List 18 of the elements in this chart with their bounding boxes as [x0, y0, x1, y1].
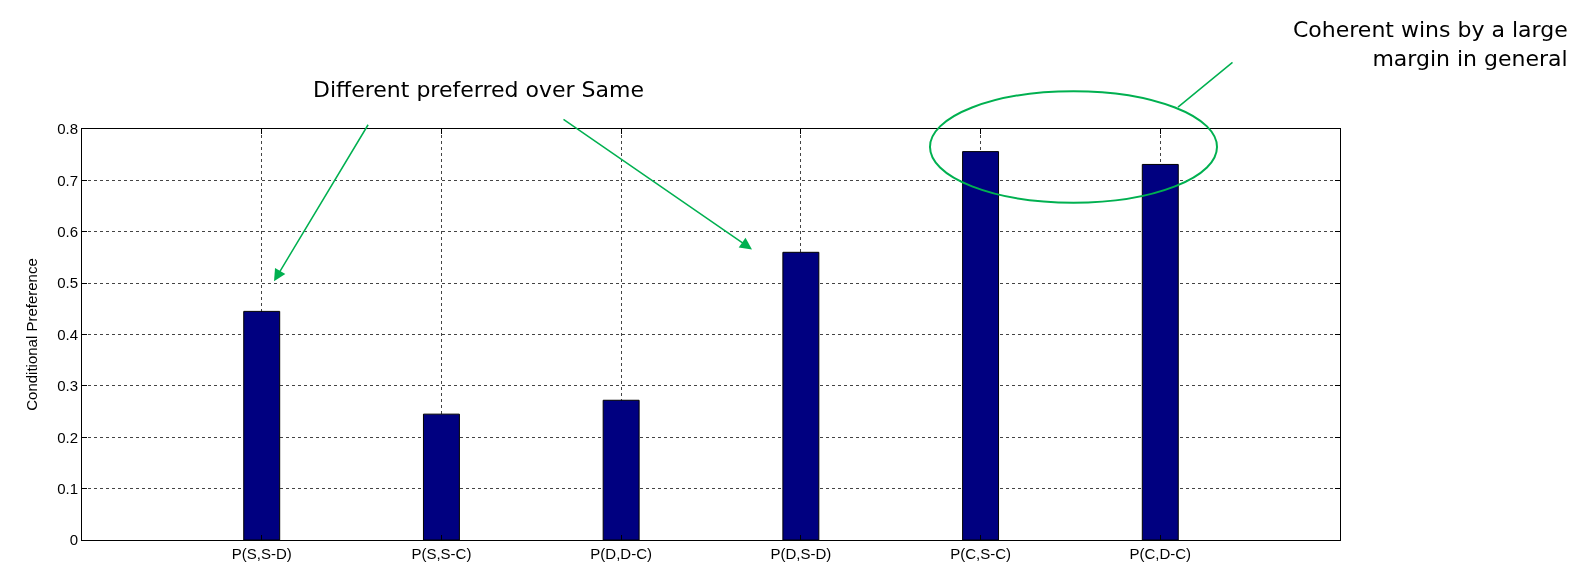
- y-tick-label: 0: [69, 531, 78, 549]
- x-tick-label: P(C,D-C): [1129, 545, 1192, 562]
- x-tick-label: P(D,D-C): [590, 545, 652, 562]
- y-tick-label: 0.5: [57, 274, 78, 292]
- y-tick-label: 0.2: [57, 428, 78, 446]
- y-tick-label: 0.4: [57, 325, 78, 343]
- x-tick-label: P(S,S-D): [231, 545, 292, 562]
- x-tick-label: P(D,S-D): [770, 545, 832, 562]
- y-tick-label: 0.7: [57, 171, 78, 189]
- y-axis-title: Conditional Preference: [23, 258, 41, 411]
- y-tick-label: 0.8: [57, 120, 78, 138]
- x-tick-label: P(C,S-C): [950, 545, 1011, 562]
- y-tick-label: 0.1: [57, 479, 78, 497]
- y-tick-label: 0.6: [57, 223, 78, 240]
- text: Coherent wins by a large margin in general: [1293, 17, 1568, 71]
- text: Different preferred over Same: [313, 77, 644, 102]
- y-tick-label: 0.3: [57, 377, 78, 395]
- x-tick-label: P(S,S-C): [411, 545, 472, 562]
